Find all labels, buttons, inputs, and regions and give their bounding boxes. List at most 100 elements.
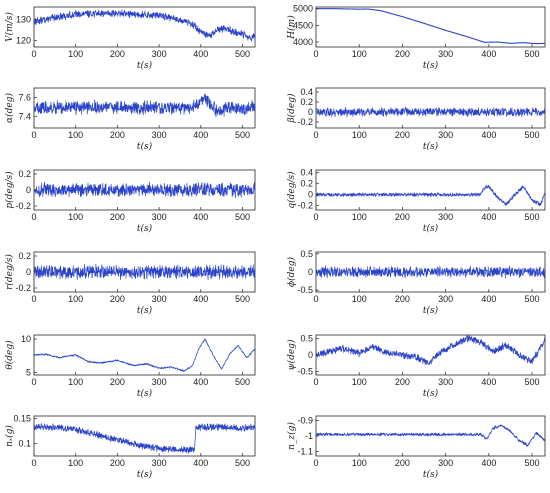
x-tick-label: 200	[395, 212, 410, 222]
x-tick-label: 200	[110, 294, 125, 304]
x-tick-label: 100	[352, 130, 367, 140]
x-tick-label: 500	[235, 130, 250, 140]
y-axis-label: θ(deg)	[4, 340, 15, 370]
x-tick-label: 0	[31, 377, 36, 387]
series-line-theta	[34, 338, 255, 372]
series-line-V	[34, 9, 255, 42]
x-tick-label: 300	[152, 130, 167, 140]
x-axis-label: t(s)	[137, 60, 153, 71]
y-tick-label: -0.5	[297, 367, 313, 377]
plot-area-beta	[315, 87, 546, 129]
y-axis-label: ϕ(deg)	[286, 257, 297, 287]
x-tick-label: 0	[31, 212, 36, 222]
x-tick-label: 100	[68, 130, 83, 140]
x-tick-label: 100	[68, 294, 83, 304]
y-axis-label: ψ(deg)	[286, 339, 297, 370]
x-tick-label: 400	[193, 294, 208, 304]
y-axis-label: V(m/s)	[4, 12, 15, 42]
y-axis-label: r(deg/s)	[4, 254, 15, 290]
panel-nz: 0 100 200 300 400 500 -1.1 -1 -0.9 t(s) n_z(g)	[286, 415, 546, 480]
panel-H: 0 100 200 300 400 500 4000 4500 5000 t(s) H(m)	[286, 4, 546, 71]
x-axis-label: t(s)	[423, 388, 439, 399]
x-tick-label: 200	[395, 377, 410, 387]
x-tick-label: 0	[313, 212, 318, 222]
x-tick-label: 100	[352, 458, 367, 468]
x-tick-label: 0	[313, 130, 318, 140]
series-line-H	[316, 8, 545, 45]
x-tick-label: 0	[313, 49, 318, 59]
x-tick-label: 100	[68, 212, 83, 222]
x-tick-label: 400	[481, 49, 496, 59]
plot-area-q	[315, 169, 546, 211]
x-tick-label: 300	[438, 294, 453, 304]
panel-alpha: 0 100 200 300 400 500 7.4 7.6 t(s) α(deg)	[4, 87, 256, 152]
x-tick-label: 400	[193, 49, 208, 59]
y-tick-label: -1.1	[297, 446, 313, 456]
x-tick-label: 200	[395, 294, 410, 304]
x-tick-label: 300	[438, 458, 453, 468]
y-tick-label: 0.2	[300, 179, 313, 189]
panel-nx: 0 100 200 300 400 500 0.1 0.15 t(s) nₓ(g)	[4, 414, 256, 480]
x-axis-label: t(s)	[137, 388, 153, 399]
x-tick-label: 500	[525, 130, 540, 140]
panel-beta: 0 100 200 300 400 500-0.200.20.4t(s)β(deg)	[286, 87, 546, 152]
series-line-p	[34, 181, 255, 199]
panel-p: 0 100 200 300 400 500-0.200.2t(s)p(deg/s)	[4, 169, 256, 234]
y-tick-label: 10	[21, 334, 31, 344]
x-tick-label: 400	[481, 294, 496, 304]
x-tick-label: 300	[152, 458, 167, 468]
plot-area-H	[315, 6, 546, 48]
y-tick-label: 7.4	[18, 112, 31, 122]
y-tick-label: 0	[308, 267, 313, 277]
y-tick-label: -0.2	[15, 201, 31, 211]
x-tick-label: 0	[31, 49, 36, 59]
y-tick-label: 0	[308, 107, 313, 117]
y-tick-label: -0.5	[297, 285, 313, 295]
x-axis-label: t(s)	[137, 469, 153, 480]
panel-theta: 0 100 200 300 400 500 5 10 t(s) θ(deg)	[4, 334, 256, 399]
y-axis-label: p(deg/s)	[4, 171, 15, 209]
y-axis-label: β(deg)	[286, 93, 297, 124]
panel-psi: 0 100 200 300 400 500-0.500.5t(s)ψ(deg)	[286, 333, 546, 399]
x-tick-label: 500	[525, 294, 540, 304]
y-tick-label: -0.2	[15, 283, 31, 293]
y-axis-label: q(deg/s)	[286, 171, 297, 209]
x-tick-label: 200	[110, 377, 125, 387]
x-tick-label: 300	[438, 212, 453, 222]
series-line-beta	[316, 106, 545, 118]
x-tick-label: 300	[438, 377, 453, 387]
x-tick-label: 300	[152, 49, 167, 59]
x-tick-label: 300	[152, 212, 167, 222]
plot-area-psi	[315, 334, 546, 376]
x-tick-label: 400	[481, 212, 496, 222]
y-tick-label: 4000	[293, 37, 313, 47]
x-tick-label: 100	[352, 294, 367, 304]
x-tick-label: 100	[352, 377, 367, 387]
panel-phi: 0 100 200 300 400 500-0.500.5t(s)ϕ(deg)	[286, 249, 546, 316]
x-axis-label: t(s)	[423, 223, 439, 234]
x-tick-label: 100	[68, 49, 83, 59]
y-tick-label: -0.2	[297, 201, 313, 211]
x-tick-label: 200	[395, 49, 410, 59]
y-tick-label: 0	[26, 185, 31, 195]
x-tick-label: 300	[152, 294, 167, 304]
x-tick-label: 200	[395, 458, 410, 468]
x-axis-label: t(s)	[137, 305, 153, 316]
x-tick-label: 500	[235, 377, 250, 387]
y-tick-label: 0	[308, 190, 313, 200]
x-tick-label: 400	[481, 377, 496, 387]
x-tick-label: 500	[525, 458, 540, 468]
x-tick-label: 500	[525, 212, 540, 222]
y-tick-label: 0.4	[300, 87, 313, 97]
y-tick-label: 0.15	[13, 414, 31, 424]
x-tick-label: 400	[193, 212, 208, 222]
series-line-alpha	[34, 93, 255, 118]
x-tick-label: 300	[438, 49, 453, 59]
x-tick-label: 100	[352, 49, 367, 59]
x-tick-label: 200	[110, 49, 125, 59]
x-axis-label: t(s)	[137, 223, 153, 234]
x-tick-label: 0	[313, 458, 318, 468]
y-tick-label: 5	[26, 367, 31, 377]
x-tick-label: 400	[481, 458, 496, 468]
